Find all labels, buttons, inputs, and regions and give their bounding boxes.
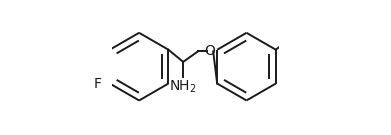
Text: O: O: [204, 44, 215, 58]
Text: NH$_2$: NH$_2$: [169, 78, 197, 95]
Text: F: F: [93, 77, 101, 91]
